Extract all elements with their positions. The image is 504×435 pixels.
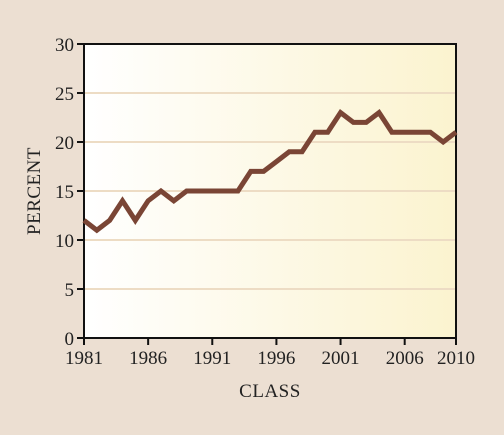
x-tick-label: 2001 — [322, 348, 360, 369]
series-line-0 — [82, 108, 458, 234]
x-tick-label: 1991 — [193, 348, 231, 369]
y-tick-label: 30 — [55, 35, 74, 56]
y-axis-title: PERCENT — [24, 147, 45, 235]
y-tick-label: 20 — [55, 133, 74, 154]
tick-labels: 0 5 10 15 20 25 30 1981 1986 1991 1996 2001 2006 2010 — [55, 35, 475, 369]
gridlines — [84, 92, 456, 290]
x-tick-label: 2010 — [437, 348, 475, 369]
axes — [77, 43, 457, 345]
y-tick-label: 10 — [55, 231, 74, 252]
data-series — [82, 108, 458, 234]
y-tick-label: 0 — [65, 329, 75, 350]
y-tick-label: 15 — [55, 182, 74, 203]
x-tick-label: 1986 — [129, 348, 167, 369]
x-tick-label: 2006 — [386, 348, 424, 369]
x-axis-title: CLASS — [239, 381, 301, 402]
x-tick-label: 1981 — [65, 348, 103, 369]
x-tick-label: 1996 — [257, 348, 295, 369]
y-tick-label: 25 — [55, 84, 74, 105]
y-tick-label: 5 — [65, 280, 75, 301]
